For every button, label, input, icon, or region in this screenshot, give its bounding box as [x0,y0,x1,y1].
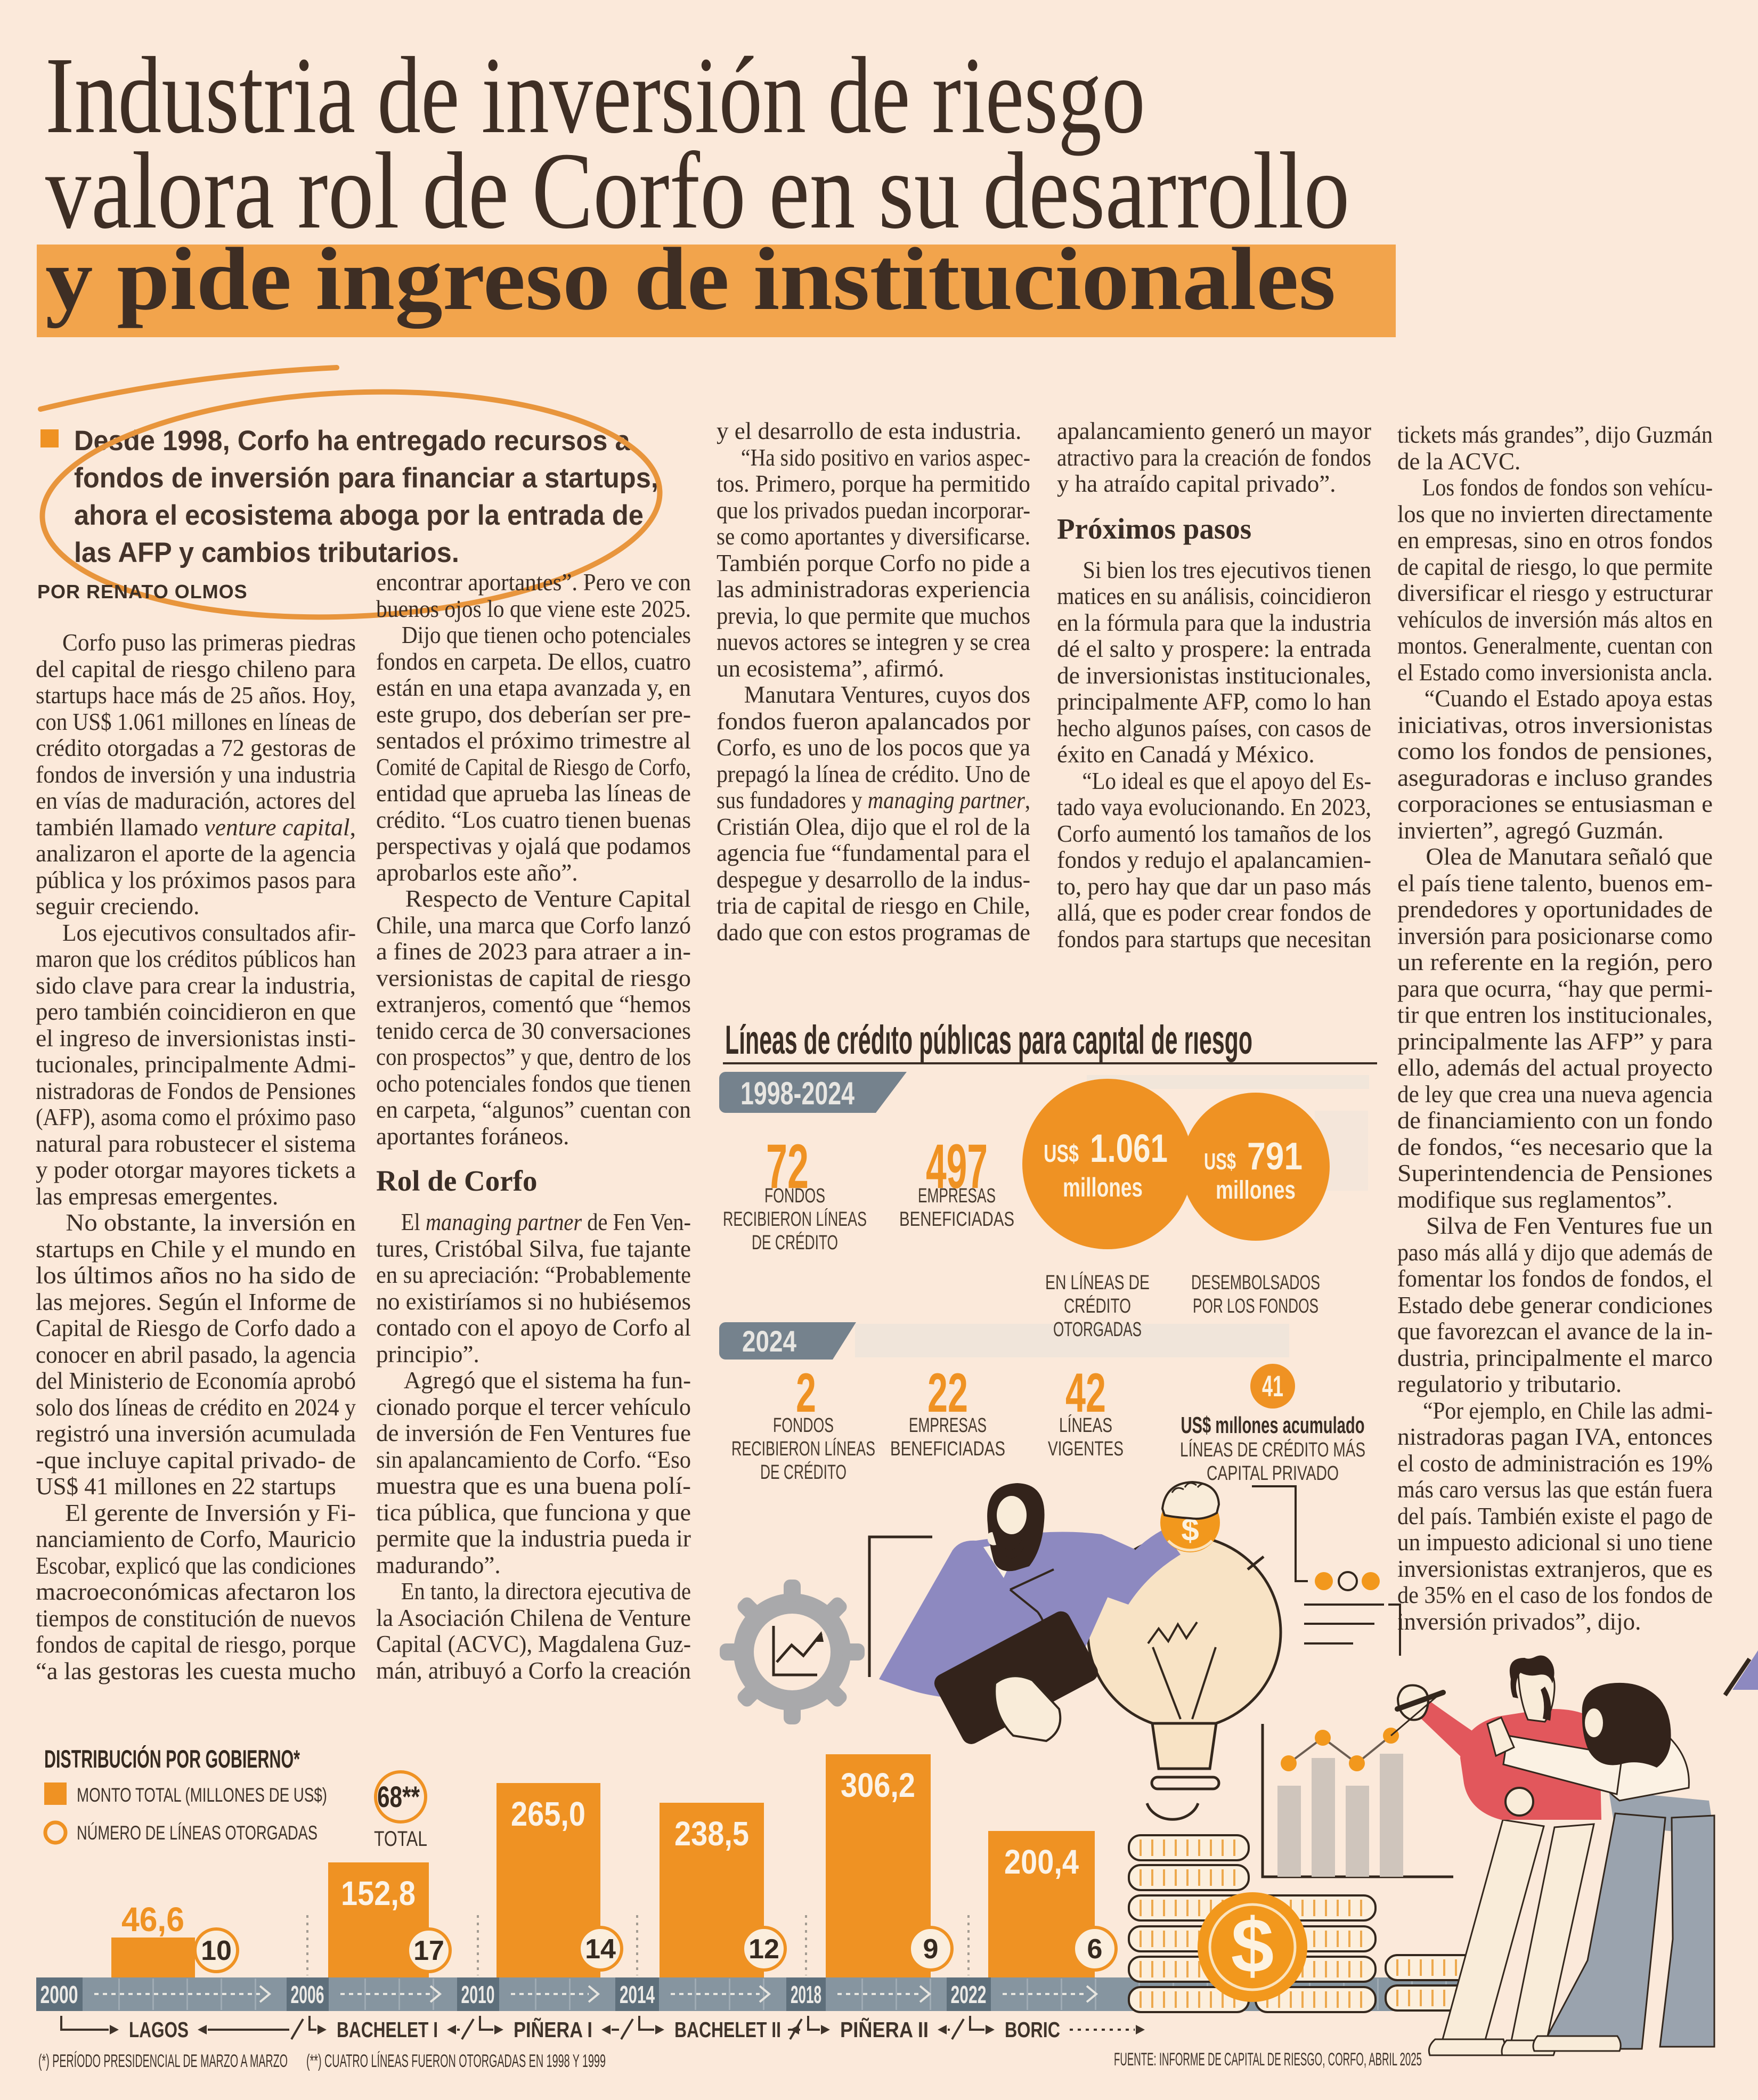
svg-text:OTORGADAS: OTORGADAS [1053,1318,1142,1341]
svg-text:1.061: 1.061 [1090,1126,1168,1170]
svg-text:2006: 2006 [291,1981,324,2008]
svg-text:2: 2 [796,1362,816,1424]
svg-text:10: 10 [201,1935,232,1966]
svg-text:DE CRÉDITO: DE CRÉDITO [752,1231,838,1254]
svg-text:DISTRIBUCIÓN POR GOBIERNO*: DISTRIBUCIÓN POR GOBIERNO* [44,1745,300,1773]
svg-text:TOTAL: TOTAL [374,1827,427,1851]
svg-text:17: 17 [413,1935,444,1966]
svg-text:CAPITAL PRIVADO: CAPITAL PRIVADO [1207,1462,1339,1485]
svg-text:US$ mıllones acumulado: US$ mıllones acumulado [1181,1412,1365,1438]
svg-text:265,0: 265,0 [511,1795,585,1833]
svg-text:PIÑERA I: PIÑERA I [514,2017,592,2042]
svg-text:LAGOS: LAGOS [129,2017,189,2042]
svg-text:BACHELET I: BACHELET I [337,2017,438,2042]
svg-text:2022: 2022 [951,1981,987,2008]
svg-text:VIGENTES: VIGENTES [1048,1438,1124,1460]
svg-text:72: 72 [766,1132,809,1202]
svg-text:FONDOS: FONDOS [773,1414,834,1437]
svg-text:68**: 68** [377,1780,420,1813]
svg-text:EMPRESAS: EMPRESAS [918,1185,996,1207]
svg-text:LÍNEAS: LÍNEAS [1059,1414,1112,1437]
svg-text:$: $ [1231,1902,1274,1989]
svg-text:CRÉDITO: CRÉDITO [1064,1295,1131,1317]
svg-text:RECIBIERON LÍNEAS: RECIBIERON LÍNEAS [723,1208,867,1231]
svg-text:EMPRESAS: EMPRESAS [909,1414,987,1437]
svg-text:(**) CUATRO LÍNEAS FUERON OTOR: (**) CUATRO LÍNEAS FUERON OTORGADAS EN 1… [306,2051,606,2071]
svg-text:306,2: 306,2 [841,1766,915,1804]
svg-text:6: 6 [1087,1934,1103,1965]
svg-text:22: 22 [927,1362,968,1424]
svg-text:PIÑERA II: PIÑERA II [840,2017,929,2042]
svg-text:BENEFICIADAS: BENEFICIADAS [899,1208,1014,1231]
svg-text:BORIC: BORIC [1005,2017,1060,2042]
svg-text:9: 9 [923,1934,939,1965]
svg-text:2000: 2000 [40,1981,78,2008]
svg-text:MONTO TOTAL (MILLONES DE US$): MONTO TOTAL (MILLONES DE US$) [77,1784,327,1806]
svg-text:BENEFICIADAS: BENEFICIADAS [890,1438,1005,1460]
svg-text:BACHELET II: BACHELET II [674,2017,781,2042]
svg-text:2014: 2014 [620,1981,655,2008]
svg-text:NÚMERO DE LÍNEAS OTORGADAS: NÚMERO DE LÍNEAS OTORGADAS [77,1822,318,1844]
svg-text:EN LÍNEAS DE: EN LÍNEAS DE [1045,1271,1150,1294]
svg-text:Líneas de crédıto públıcas par: Líneas de crédıto públıcas para capıtal … [725,1018,1252,1063]
svg-text:millones: millones [1063,1173,1143,1202]
svg-text:LÍNEAS DE CRÉDITO MÁS: LÍNEAS DE CRÉDITO MÁS [1180,1438,1365,1461]
svg-text:238,5: 238,5 [674,1814,749,1853]
svg-text:200,4: 200,4 [1004,1843,1079,1881]
svg-text:1998-2024: 1998-2024 [740,1076,854,1111]
svg-text:US$: US$ [1204,1149,1236,1175]
svg-text:2018: 2018 [791,1981,821,2008]
svg-text:(*) PERÍODO PRESIDENCIAL DE MA: (*) PERÍODO PRESIDENCIAL DE MARZO A MARZ… [38,2051,288,2071]
svg-text:14: 14 [585,1934,616,1965]
svg-text:DE CRÉDITO: DE CRÉDITO [760,1461,847,1484]
svg-text:41: 41 [1262,1369,1283,1403]
svg-text:2024: 2024 [742,1324,796,1358]
svg-text:RECIBIERON LÍNEAS: RECIBIERON LÍNEAS [731,1437,875,1460]
svg-text:POR LOS FONDOS: POR LOS FONDOS [1193,1295,1318,1317]
svg-text:DESEMBOLSADOS: DESEMBOLSADOS [1191,1272,1320,1294]
svg-text:152,8: 152,8 [341,1874,416,1912]
svg-text:12: 12 [748,1934,779,1965]
svg-text:497: 497 [926,1132,988,1202]
svg-text:791: 791 [1247,1135,1303,1178]
svg-text:FUENTE: INFORME DE CAPITAL DE: FUENTE: INFORME DE CAPITAL DE RIESGO, CO… [1114,2049,1422,2070]
svg-text:millones: millones [1216,1176,1296,1204]
svg-text:US$: US$ [1044,1139,1079,1167]
svg-text:42: 42 [1065,1362,1106,1424]
svg-text:2010: 2010 [461,1981,495,2008]
svg-text:46,6: 46,6 [121,1900,184,1939]
svg-text:FONDOS: FONDOS [764,1185,825,1207]
